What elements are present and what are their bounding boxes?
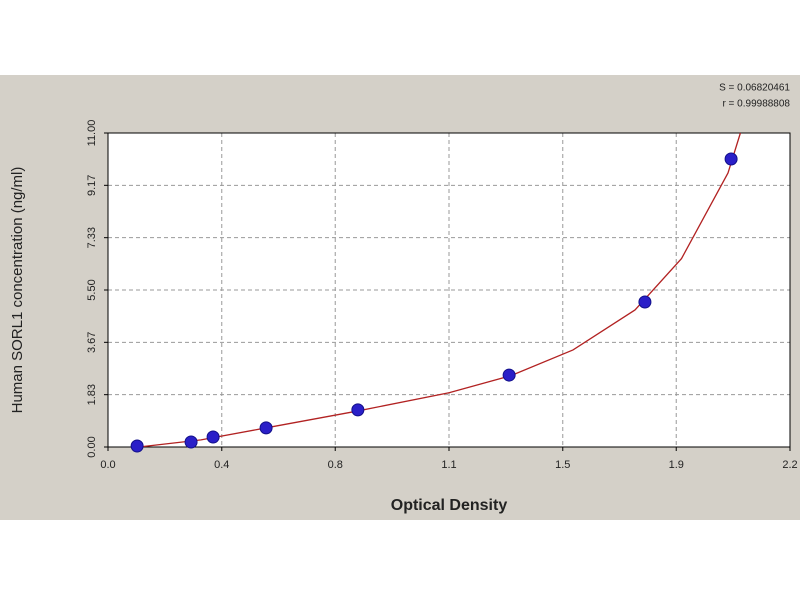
annotation: S = 0.06820461 (719, 83, 790, 94)
data-point (351, 403, 365, 417)
x-axis-label: Optical Density (391, 497, 508, 514)
data-point (184, 435, 198, 449)
x-tick-label: 0.0 (100, 459, 115, 471)
x-tick-label: 0.8 (328, 459, 343, 471)
y-tick-label: 1.83 (86, 384, 98, 405)
data-point (638, 295, 652, 309)
y-tick-label: 7.33 (86, 227, 98, 248)
y-tick-label: 0.00 (86, 436, 98, 457)
annotation: r = 0.99988808 (722, 99, 790, 110)
y-tick-label: 9.17 (86, 175, 98, 196)
y-tick-label: 3.67 (86, 332, 98, 353)
data-point (259, 421, 273, 435)
plot-frame (107, 132, 791, 448)
y-axis-label: Human SORL1 concentration (ng/ml) (9, 167, 26, 414)
x-tick-label: 1.1 (441, 459, 456, 471)
x-tick-label: 1.9 (669, 459, 684, 471)
y-tick-label: 11.00 (86, 120, 98, 147)
y-tick-label: 5.50 (86, 279, 98, 300)
data-point (130, 439, 144, 453)
x-tick-label: 2.2 (782, 459, 797, 471)
x-tick-label: 1.5 (555, 459, 570, 471)
x-tick-label: 0.4 (214, 459, 229, 471)
data-point (206, 430, 220, 444)
data-point (724, 152, 738, 166)
data-point (502, 368, 516, 382)
